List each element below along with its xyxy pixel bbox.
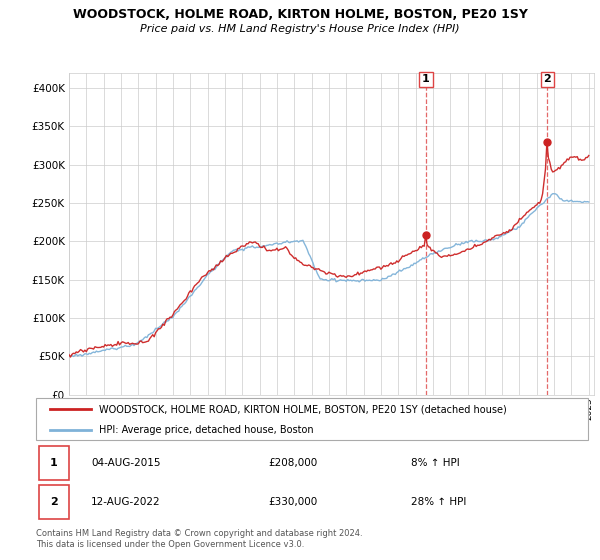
- FancyBboxPatch shape: [39, 484, 69, 519]
- Text: £330,000: £330,000: [268, 497, 317, 507]
- Text: WOODSTOCK, HOLME ROAD, KIRTON HOLME, BOSTON, PE20 1SY (detached house): WOODSTOCK, HOLME ROAD, KIRTON HOLME, BOS…: [100, 404, 507, 414]
- Text: £208,000: £208,000: [268, 458, 317, 468]
- Text: 2: 2: [50, 497, 58, 507]
- Text: Price paid vs. HM Land Registry's House Price Index (HPI): Price paid vs. HM Land Registry's House …: [140, 24, 460, 34]
- Text: HPI: Average price, detached house, Boston: HPI: Average price, detached house, Bost…: [100, 426, 314, 435]
- Text: Contains HM Land Registry data © Crown copyright and database right 2024.
This d: Contains HM Land Registry data © Crown c…: [36, 529, 362, 549]
- Text: WOODSTOCK, HOLME ROAD, KIRTON HOLME, BOSTON, PE20 1SY: WOODSTOCK, HOLME ROAD, KIRTON HOLME, BOS…: [73, 8, 527, 21]
- Text: 12-AUG-2022: 12-AUG-2022: [91, 497, 161, 507]
- Text: 04-AUG-2015: 04-AUG-2015: [91, 458, 161, 468]
- Text: 2: 2: [544, 74, 551, 85]
- FancyBboxPatch shape: [39, 446, 69, 480]
- Text: 1: 1: [422, 74, 430, 85]
- Text: 28% ↑ HPI: 28% ↑ HPI: [412, 497, 467, 507]
- Text: 8% ↑ HPI: 8% ↑ HPI: [412, 458, 460, 468]
- Text: 1: 1: [50, 458, 58, 468]
- FancyBboxPatch shape: [36, 398, 588, 440]
